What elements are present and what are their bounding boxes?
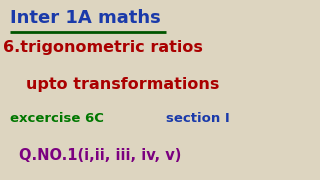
Text: Q.NO.1(i,ii, iii, iv, v): Q.NO.1(i,ii, iii, iv, v) bbox=[19, 148, 181, 163]
Text: Inter 1A maths: Inter 1A maths bbox=[10, 9, 160, 27]
Text: section I: section I bbox=[166, 112, 230, 125]
Text: upto transformations: upto transformations bbox=[26, 76, 219, 91]
Text: excercise 6C: excercise 6C bbox=[10, 112, 103, 125]
Text: 6.trigonometric ratios: 6.trigonometric ratios bbox=[3, 40, 203, 55]
